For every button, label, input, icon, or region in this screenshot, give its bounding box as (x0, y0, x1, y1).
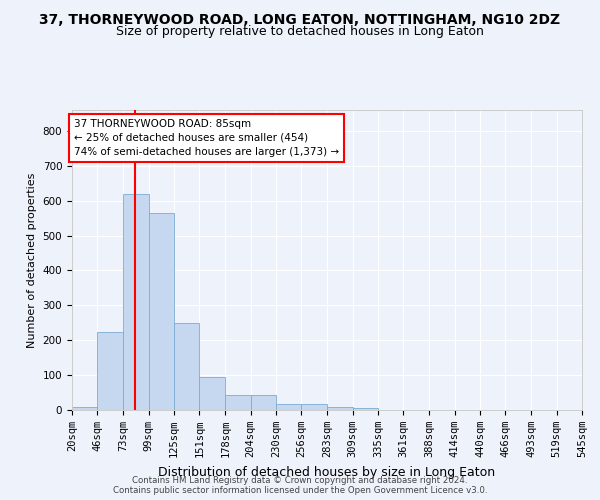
Bar (124, 194, 149, 410)
Bar (226, 396, 251, 410)
Bar (97, 332, 124, 410)
X-axis label: Distribution of detached houses by size in Long Eaton: Distribution of detached houses by size … (158, 466, 496, 478)
Bar (353, 408, 378, 410)
Text: Size of property relative to detached houses in Long Eaton: Size of property relative to detached ho… (116, 25, 484, 38)
Y-axis label: Number of detached properties: Number of detached properties (27, 172, 37, 348)
Text: Contains public sector information licensed under the Open Government Licence v3: Contains public sector information licen… (113, 486, 487, 495)
Bar (301, 404, 328, 410)
Text: Contains HM Land Registry data © Crown copyright and database right 2024.: Contains HM Land Registry data © Crown c… (132, 476, 468, 485)
Bar (251, 396, 276, 410)
Bar (174, 323, 199, 410)
Bar (72, 406, 97, 410)
Text: 37, THORNEYWOOD ROAD, LONG EATON, NOTTINGHAM, NG10 2DZ: 37, THORNEYWOOD ROAD, LONG EATON, NOTTIN… (40, 12, 560, 26)
Bar (276, 404, 301, 410)
Bar (328, 406, 353, 410)
Text: 37 THORNEYWOOD ROAD: 85sqm
← 25% of detached houses are smaller (454)
74% of sem: 37 THORNEYWOOD ROAD: 85sqm ← 25% of deta… (74, 118, 339, 156)
Bar (149, 213, 174, 410)
Bar (199, 377, 226, 410)
